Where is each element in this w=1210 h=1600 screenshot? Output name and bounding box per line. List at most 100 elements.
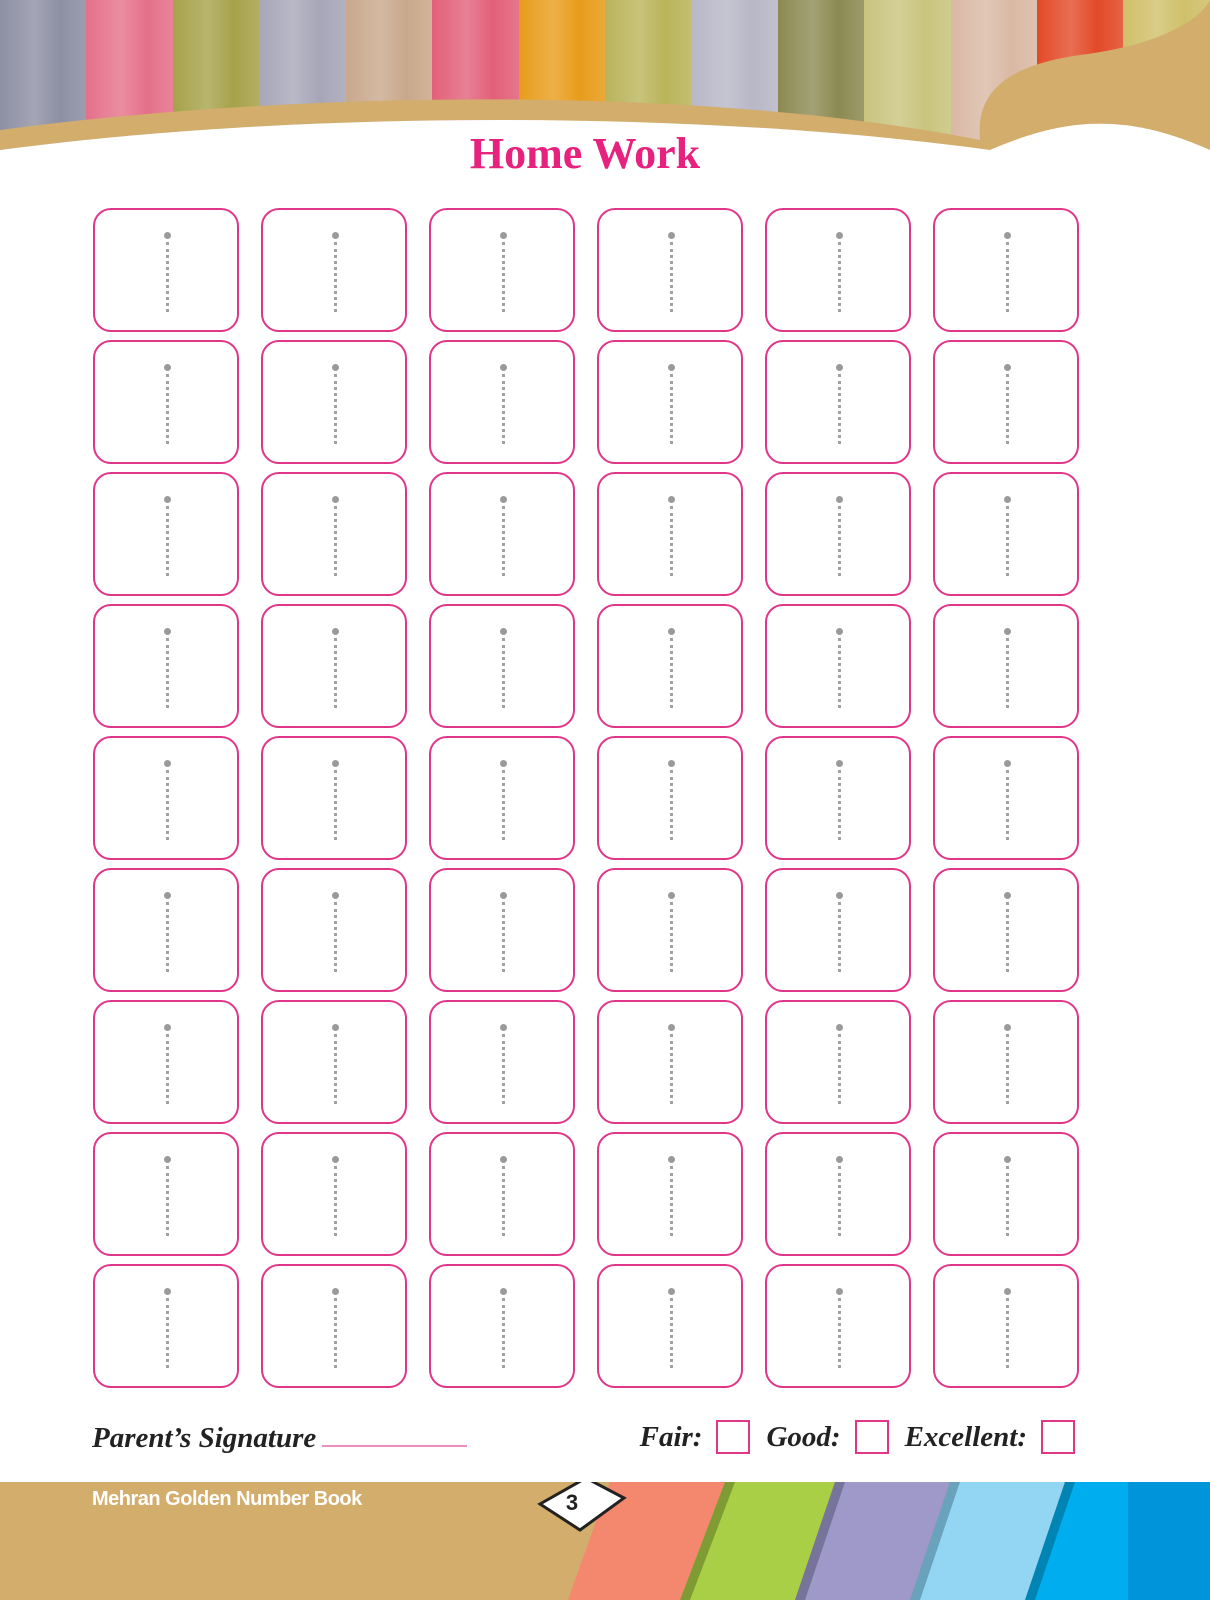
- dotted-trace-line: [838, 1166, 841, 1236]
- dotted-trace-line: [166, 1034, 169, 1104]
- dotted-trace-line: [838, 902, 841, 972]
- tracing-box[interactable]: [261, 1264, 407, 1388]
- tracing-box[interactable]: [933, 736, 1079, 860]
- start-dot: [500, 496, 507, 503]
- start-dot: [836, 232, 843, 239]
- start-dot: [500, 364, 507, 371]
- tracing-box[interactable]: [429, 604, 575, 728]
- start-dot: [164, 892, 171, 899]
- tracing-box[interactable]: [933, 868, 1079, 992]
- tracing-box[interactable]: [429, 1000, 575, 1124]
- dotted-trace-line: [1006, 1034, 1009, 1104]
- start-dot: [668, 1156, 675, 1163]
- dotted-trace-line: [166, 506, 169, 576]
- start-dot: [164, 760, 171, 767]
- start-dot: [668, 892, 675, 899]
- dotted-trace-line: [670, 1298, 673, 1368]
- dotted-trace-line: [670, 374, 673, 444]
- page-number-badge: [537, 1482, 627, 1532]
- tracing-box[interactable]: [765, 1264, 911, 1388]
- tracing-box[interactable]: [93, 1000, 239, 1124]
- tracing-box[interactable]: [765, 208, 911, 332]
- start-dot: [332, 232, 339, 239]
- tracing-box[interactable]: [765, 340, 911, 464]
- tracing-box[interactable]: [597, 208, 743, 332]
- tracing-box[interactable]: [93, 736, 239, 860]
- tracing-box[interactable]: [429, 472, 575, 596]
- dotted-trace-line: [502, 1298, 505, 1368]
- tracing-box[interactable]: [933, 604, 1079, 728]
- tracing-box[interactable]: [933, 208, 1079, 332]
- dotted-trace-line: [1006, 638, 1009, 708]
- tracing-box[interactable]: [765, 736, 911, 860]
- dotted-trace-line: [334, 506, 337, 576]
- start-dot: [668, 1024, 675, 1031]
- tracing-box[interactable]: [429, 340, 575, 464]
- tracing-box[interactable]: [93, 340, 239, 464]
- tracing-box[interactable]: [597, 1264, 743, 1388]
- start-dot: [332, 1288, 339, 1295]
- tracing-box[interactable]: [765, 1000, 911, 1124]
- tracing-box[interactable]: [261, 340, 407, 464]
- tracing-box[interactable]: [261, 1132, 407, 1256]
- banner-curve: [0, 0, 1210, 160]
- tracing-box[interactable]: [93, 868, 239, 992]
- tracing-box[interactable]: [765, 868, 911, 992]
- tracing-box[interactable]: [597, 736, 743, 860]
- header-banner: [0, 0, 1210, 160]
- tracing-box[interactable]: [261, 736, 407, 860]
- tracing-box[interactable]: [597, 1132, 743, 1256]
- signature-line[interactable]: [322, 1445, 468, 1447]
- tracing-box[interactable]: [765, 1132, 911, 1256]
- tracing-box[interactable]: [933, 1264, 1079, 1388]
- excellent-label: Excellent:: [904, 1421, 1027, 1453]
- good-label: Good:: [766, 1421, 841, 1453]
- tracing-box[interactable]: [597, 604, 743, 728]
- tracing-box[interactable]: [933, 472, 1079, 596]
- good-checkbox[interactable]: [854, 1420, 889, 1454]
- tracing-box[interactable]: [933, 1132, 1079, 1256]
- tracing-box[interactable]: [429, 1264, 575, 1388]
- tracing-box[interactable]: [261, 472, 407, 596]
- tracing-box[interactable]: [429, 868, 575, 992]
- tracing-box[interactable]: [93, 1264, 239, 1388]
- tracing-box[interactable]: [429, 736, 575, 860]
- tracing-box[interactable]: [93, 604, 239, 728]
- start-dot: [668, 1288, 675, 1295]
- tracing-box[interactable]: [261, 1000, 407, 1124]
- start-dot: [668, 628, 675, 635]
- dotted-trace-line: [166, 374, 169, 444]
- tracing-box[interactable]: [765, 604, 911, 728]
- tracing-box[interactable]: [429, 1132, 575, 1256]
- tracing-box[interactable]: [261, 208, 407, 332]
- dotted-trace-line: [334, 638, 337, 708]
- tracing-box[interactable]: [933, 1000, 1079, 1124]
- dotted-trace-line: [502, 770, 505, 840]
- start-dot: [668, 232, 675, 239]
- tracing-box[interactable]: [429, 208, 575, 332]
- dotted-trace-line: [166, 242, 169, 312]
- tracing-box[interactable]: [597, 1000, 743, 1124]
- start-dot: [1004, 892, 1011, 899]
- start-dot: [1004, 1288, 1011, 1295]
- dotted-trace-line: [838, 770, 841, 840]
- dotted-trace-line: [502, 242, 505, 312]
- tracing-box[interactable]: [93, 1132, 239, 1256]
- start-dot: [164, 496, 171, 503]
- fair-checkbox[interactable]: [716, 1420, 751, 1454]
- tracing-box[interactable]: [933, 340, 1079, 464]
- page-number: 3: [565, 1490, 579, 1515]
- excellent-checkbox[interactable]: [1041, 1420, 1075, 1454]
- tracing-box[interactable]: [261, 868, 407, 992]
- dotted-trace-line: [838, 374, 841, 444]
- tracing-box[interactable]: [93, 472, 239, 596]
- dotted-trace-line: [502, 1034, 505, 1104]
- tracing-box[interactable]: [597, 868, 743, 992]
- tracing-box[interactable]: [93, 208, 239, 332]
- start-dot: [1004, 364, 1011, 371]
- tracing-box[interactable]: [261, 604, 407, 728]
- start-dot: [836, 496, 843, 503]
- tracing-box[interactable]: [597, 472, 743, 596]
- tracing-box[interactable]: [765, 472, 911, 596]
- tracing-box[interactable]: [597, 340, 743, 464]
